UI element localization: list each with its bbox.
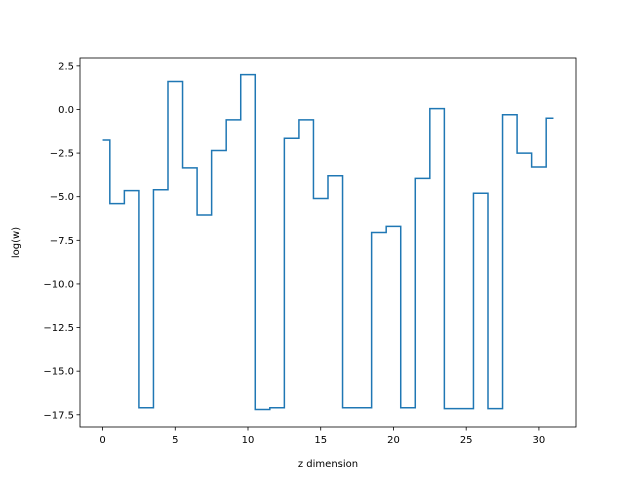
x-axis-label: z dimension	[298, 459, 358, 470]
x-ticks: 0 5 10 15 20 25 30	[99, 427, 545, 446]
x-tick-label: 20	[387, 435, 400, 446]
y-tick-label: −15.0	[43, 367, 74, 378]
y-tick-label: −5.0	[50, 192, 74, 203]
x-tick-label: 5	[172, 435, 178, 446]
x-tick-label: 30	[533, 435, 546, 446]
series-line-0	[102, 73, 554, 411]
y-tick-label: 2.5	[58, 61, 74, 72]
y-axis-label: log(w)	[11, 227, 22, 258]
y-ticks: 2.5 0.0 −2.5 −5.0 −7.5 −10.0 −12.5 −15.0 −17.5	[43, 61, 80, 421]
x-tick-label: 0	[99, 435, 105, 446]
y-tick-label: −12.5	[43, 323, 74, 334]
y-tick-label: −17.5	[43, 410, 74, 421]
series-layer	[102, 73, 554, 411]
y-tick-label: −7.5	[50, 236, 74, 247]
x-tick-label: 10	[242, 435, 255, 446]
y-tick-label: −10.0	[43, 279, 74, 290]
plot-background	[80, 58, 576, 427]
x-tick-label: 25	[460, 435, 473, 446]
y-tick-label: −2.5	[50, 149, 74, 160]
y-tick-label: 0.0	[58, 105, 74, 116]
x-tick-label: 15	[314, 435, 327, 446]
axes-frame	[79, 57, 577, 428]
